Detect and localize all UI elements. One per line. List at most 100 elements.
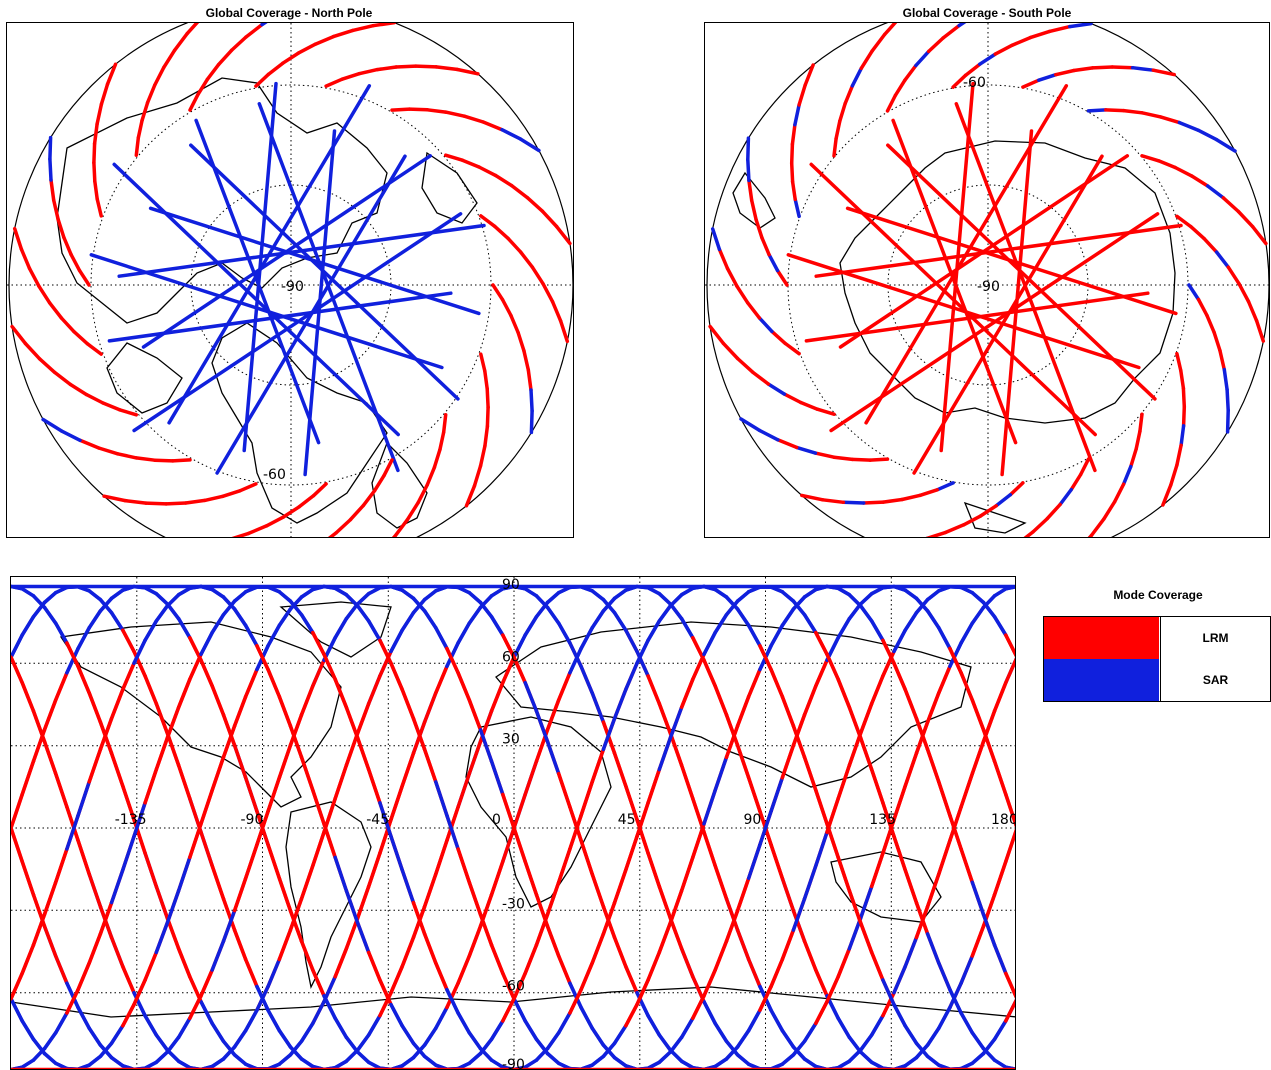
world-track-15	[98, 716, 114, 752]
south-track-arc-7-7	[708, 324, 726, 346]
lat-label: -30	[502, 896, 525, 912]
north-track-arc-1-6	[472, 464, 483, 488]
world-track-15	[478, 1037, 494, 1056]
world-track-14	[65, 987, 80, 1015]
world-track-10	[892, 784, 907, 822]
lon-label: 45	[618, 812, 636, 828]
world-track-11	[869, 674, 885, 706]
world-track-14	[188, 652, 203, 682]
world-track-15	[87, 747, 103, 784]
world-track-9	[937, 838, 952, 876]
world-track-15	[814, 788, 829, 826]
world-track-11	[746, 1008, 762, 1033]
world-track-11	[288, 896, 304, 932]
world-track-14	[612, 868, 628, 905]
world-track-13	[53, 1061, 69, 1069]
north-track-arc-0-4	[522, 348, 531, 372]
world-track-15	[769, 667, 785, 699]
world-track-11	[121, 964, 136, 995]
world-track-10	[668, 916, 684, 951]
south-track-arc-12-3	[914, 49, 931, 68]
world-track-9	[20, 615, 36, 637]
world-track-15	[523, 943, 539, 976]
world-track-15	[277, 694, 293, 728]
world-track-15	[590, 747, 606, 784]
south-track-arc-4-5	[925, 530, 948, 537]
north-track-arc-2-4	[416, 483, 429, 505]
north-track-arc-7-5	[37, 357, 57, 375]
world-track-14	[378, 801, 393, 839]
world-track-10	[53, 621, 69, 645]
world-track-10	[489, 587, 505, 598]
world-track-11	[221, 1045, 237, 1061]
south-track-arc-15-4	[1158, 115, 1182, 125]
world-track-12	[154, 1050, 170, 1065]
world-track-8	[288, 908, 304, 944]
world-track-8	[165, 602, 181, 621]
world-track-11	[814, 830, 829, 868]
world-track-15	[355, 920, 371, 955]
south-track-arc-14-0	[1021, 78, 1041, 89]
north-track-arc-1-5	[478, 444, 487, 468]
north-track-arc-12-4	[229, 35, 248, 53]
world-track-8	[556, 671, 572, 702]
world-track-14	[121, 834, 136, 872]
world-track-13	[646, 950, 662, 982]
world-track-11	[970, 590, 986, 605]
south-track-arc-5-2	[900, 493, 922, 502]
world-track-10	[791, 1039, 807, 1057]
south-track-arc-15-2	[1121, 108, 1144, 115]
world-track-11	[176, 1059, 192, 1069]
north-track-arc-8-7	[12, 226, 24, 251]
world-track-14	[288, 599, 304, 617]
world-track-15	[903, 1024, 919, 1045]
north-track-arc-2-7	[391, 534, 397, 537]
world-track-9	[791, 1045, 807, 1061]
south-track-arc-9-5	[747, 178, 754, 203]
world-track-15	[42, 880, 58, 917]
world-track-11	[266, 957, 282, 989]
world-track-10	[925, 691, 941, 724]
world-track-11	[20, 680, 36, 713]
world-track-12	[210, 939, 226, 972]
world-track-9	[232, 928, 248, 962]
south-track-arc-8-7	[710, 227, 722, 252]
world-track-12	[311, 658, 326, 688]
world-track-12	[445, 646, 460, 675]
world-track-13	[1004, 971, 1015, 999]
world-lat-labels: 90 60 30 -30 -60 -90	[502, 577, 525, 1069]
world-track-8	[925, 1026, 941, 1047]
south-track-arc-6-2	[832, 455, 855, 462]
world-track-12	[1004, 792, 1015, 828]
world-track-8	[445, 981, 460, 1010]
world-track-15	[970, 1051, 986, 1066]
world-track-14	[903, 868, 919, 905]
world-track-9	[903, 935, 919, 969]
north-track-arc-3-2	[361, 488, 377, 508]
south-track-arc-13-0	[951, 73, 968, 89]
world-track-14	[143, 767, 159, 805]
world-track-10	[333, 947, 349, 979]
world-track-11	[210, 1057, 226, 1069]
world-track-14	[914, 900, 930, 936]
north-track-arc-13-5	[331, 28, 355, 39]
world-track-11	[568, 805, 583, 843]
south-track-arc-0-5	[1222, 367, 1229, 392]
lrm-label: LRM	[1160, 617, 1270, 659]
world-track-10	[65, 641, 80, 669]
world-track-14	[713, 613, 729, 635]
world-track-15	[489, 1019, 505, 1041]
world-track-12	[590, 1026, 606, 1047]
world-track-14	[176, 677, 192, 709]
world-track-8	[992, 859, 1008, 897]
north-track-arc-10-1	[93, 179, 99, 201]
world-track-9	[121, 628, 136, 654]
world-track-11	[422, 589, 438, 602]
world-track-12	[802, 684, 818, 717]
world-track-13	[467, 880, 483, 917]
north-track-arc-5-0	[238, 482, 258, 493]
world-track-10	[154, 884, 170, 921]
world-track-10	[87, 691, 103, 724]
world-track-15	[132, 638, 147, 666]
south-track-arc-5-7	[800, 493, 825, 502]
